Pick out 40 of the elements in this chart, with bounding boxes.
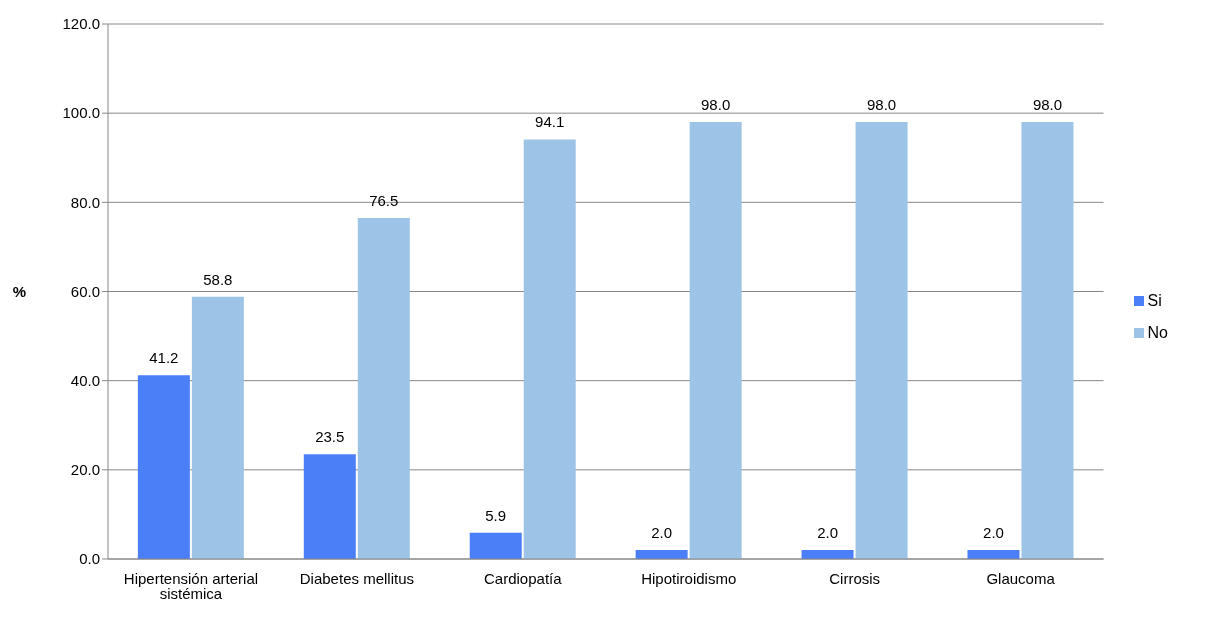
- bar: [357, 217, 410, 559]
- data-label: 2.0: [817, 524, 838, 542]
- bar: [801, 550, 854, 559]
- y-tick-label: 40.0: [70, 371, 100, 389]
- y-tick-label: 60.0: [70, 282, 100, 300]
- bar: [689, 122, 742, 559]
- x-tick-label: Hipotiroidismo: [641, 569, 737, 587]
- x-tick-label: Diabetes mellitus: [299, 569, 414, 587]
- data-label: 2.0: [983, 524, 1004, 542]
- y-tick-label: 0.0: [79, 550, 100, 568]
- bar: [303, 454, 356, 559]
- y-tick-label: 80.0: [70, 193, 100, 211]
- data-label: 98.0: [1032, 96, 1063, 114]
- bar: [967, 550, 1020, 559]
- legend-label: Si: [1147, 291, 1162, 309]
- bar: [137, 375, 190, 559]
- y-axis-title: %: [12, 282, 26, 300]
- data-label: 94.1: [535, 113, 565, 131]
- data-label: 41.2: [149, 349, 179, 367]
- bar: [469, 532, 522, 559]
- data-label: 23.5: [315, 428, 345, 446]
- data-label: 5.9: [485, 506, 507, 524]
- x-tick-label: Cirrosis: [829, 569, 881, 587]
- data-label: 2.0: [651, 524, 673, 542]
- bar: [1021, 122, 1074, 559]
- x-tick-label: Cardiopatía: [484, 569, 563, 587]
- bar: [635, 550, 688, 559]
- y-tick-label: 100.0: [62, 104, 100, 122]
- y-tick-label: 20.0: [70, 461, 100, 479]
- x-tick-label: Hipertensión arterial sistémica: [123, 569, 259, 602]
- bar: [855, 122, 908, 559]
- data-label: 98.0: [866, 96, 897, 114]
- data-label: 58.8: [203, 270, 233, 288]
- bar: [191, 296, 244, 559]
- data-label: 98.0: [701, 96, 731, 114]
- legend-label: No: [1147, 323, 1168, 341]
- bar: [523, 139, 576, 559]
- y-tick-label: 120.0: [62, 15, 100, 33]
- data-label: 76.5: [369, 191, 399, 209]
- x-tick-label: Glaucoma: [986, 569, 1056, 587]
